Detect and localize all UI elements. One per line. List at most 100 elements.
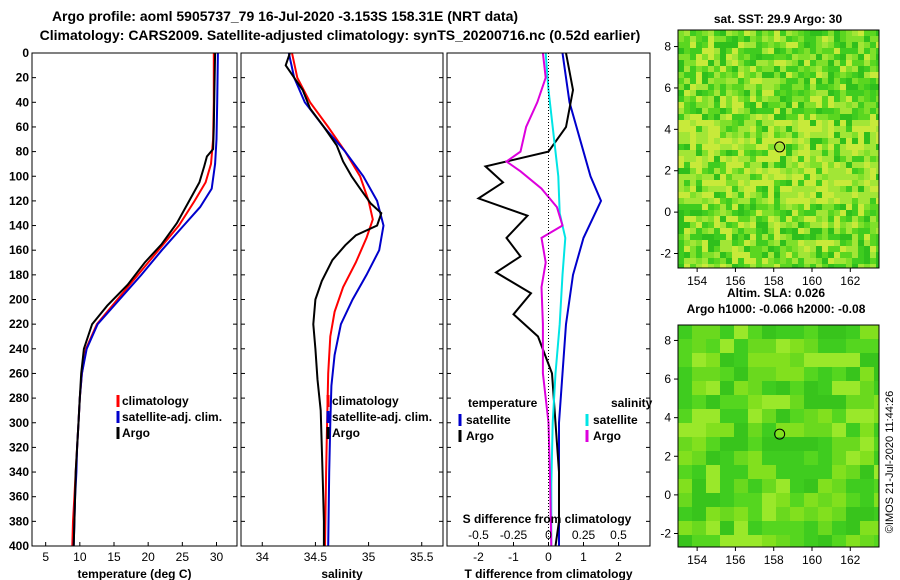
sst_map-cell [708,102,714,108]
sst_map-cell [846,60,852,66]
difference-xtick-label: 1 [580,550,587,564]
sst_map-cell [726,150,732,156]
sla_map-cell [832,367,846,381]
sst_map-cell [768,210,774,216]
sst_map-cell [876,264,879,268]
sst_map-cell [840,162,846,168]
sst_map-cell [876,132,879,138]
sst_map-cell [786,228,792,234]
sla_map-cell [818,535,832,547]
sst_map-cell [876,186,879,192]
sst_map-cell [792,144,798,150]
sst_map-cell [834,66,840,72]
sst_map-cell [780,132,786,138]
sst_map-cell [774,264,780,268]
sst_map-cell [744,150,750,156]
sst_map-cell [816,174,822,180]
sst_map-cell [732,180,738,186]
sst_map-cell [756,36,762,42]
sst_map-cell [810,162,816,168]
sla_map-cell [818,367,832,381]
sla_map-cell [678,381,692,395]
sst_map-cell [768,60,774,66]
sst_map-cell [690,42,696,48]
sst_map-cell [810,36,816,42]
difference-xtick-label: -2 [473,550,484,564]
sst_map-xtick-label: 158 [764,274,784,288]
sst_map-cell [720,216,726,222]
sst_map-cell [834,174,840,180]
sst_map-cell [714,156,720,162]
sla_map-cell [818,521,832,535]
sst_map-cell [804,48,810,54]
sst_map-cell [738,42,744,48]
sst_map-cell [696,198,702,204]
sst_map-cell [834,252,840,258]
sst_map-cell [756,54,762,60]
sst_map-cell [852,162,858,168]
sst_map-cell [702,228,708,234]
sst_map-cell [786,102,792,108]
sst_map-cell [780,180,786,186]
sla_map-cell [734,437,748,451]
sst_map-cell [744,60,750,66]
sst_map-cell [816,168,822,174]
sst_map-cell [822,174,828,180]
sst_map-cell [702,72,708,78]
sst_map-cell [840,48,846,54]
sst_map-cell [744,180,750,186]
sla_map-cell [734,521,748,535]
sst_map-cell [834,48,840,54]
sst_map-cell [678,30,684,36]
sst_map-cell [744,258,750,264]
sst_map-cell [804,132,810,138]
sla_map-cell [692,535,706,547]
sst_map-cell [876,60,879,66]
sst_map-cell [834,60,840,66]
sst_map-cell [876,48,879,54]
sst_map-cell [870,90,876,96]
sst_map-cell [786,48,792,54]
sst_map-cell [780,258,786,264]
sst_map-cell [738,156,744,162]
sst_map-cell [756,126,762,132]
sla_map-cell [734,395,748,409]
sst_map-cell [798,90,804,96]
sst_map-cell [756,180,762,186]
sst_map-cell [774,228,780,234]
sst_map-cell [792,96,798,102]
sla_map-cell [706,381,720,395]
sst_map-cell [798,66,804,72]
sst_map-cell [822,156,828,162]
sst_map-cell [804,102,810,108]
sst_map-cell [696,258,702,264]
sst_map-cell [732,222,738,228]
sst_map-cell [768,216,774,222]
sla_map-cell [748,451,762,465]
sst_map-cell [726,84,732,90]
sst_map-cell [846,132,852,138]
sst_map-cell [738,78,744,84]
sst_map-cell [810,252,816,258]
sst_map-cell [870,96,876,102]
sst_map-cell [744,228,750,234]
sst_map-cell [732,66,738,72]
sst_map-cell [876,138,879,144]
sla_map-cell [832,423,846,437]
sst_map-cell [846,90,852,96]
sst_map-cell [858,84,864,90]
sst_map-cell [714,48,720,54]
sst_map-cell [828,180,834,186]
sst_map-cell [804,162,810,168]
sst_map-cell [804,66,810,72]
sst_map-cell [816,192,822,198]
sst_map-cell [816,156,822,162]
sla_map-cell [776,521,790,535]
sst_map-cell [870,210,876,216]
sla_map-cell [832,535,846,547]
sla_map-cell [720,521,734,535]
sst_map-cell [828,120,834,126]
sla_map-cell [692,479,706,493]
sst_map-cell [768,246,774,252]
